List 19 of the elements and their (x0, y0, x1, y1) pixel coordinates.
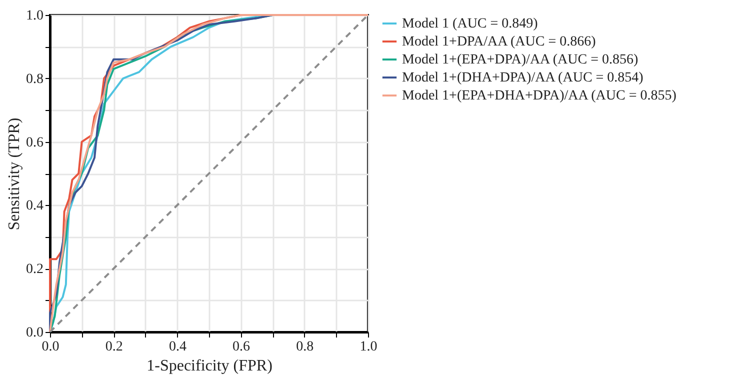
legend-label: Model 1+(EPA+DPA)/AA (AUC = 0.856) (402, 52, 639, 68)
x-tick-label: 0.2 (105, 340, 123, 354)
legend-label: Model 1+(EPA+DHA+DPA)/AA (AUC = 0.855) (402, 88, 677, 104)
legend-label: Model 1 (AUC = 0.849) (402, 16, 538, 32)
x-tick-label: 0.4 (168, 340, 186, 354)
y-tick-label: 0.8 (26, 72, 44, 87)
y-tick-label: 0.6 (26, 135, 44, 150)
y-tick-label: 0.4 (26, 198, 44, 214)
y-axis-title: Sensitivity (TPR) (6, 118, 23, 230)
x-axis-title: 1-Specificity (FPR) (146, 358, 272, 374)
legend-label: Model 1+DPA/AA (AUC = 0.866) (402, 34, 596, 50)
x-tick-label: 0.6 (232, 340, 250, 354)
y-tick-label: 0.0 (26, 326, 44, 340)
x-tick-label: 0.8 (296, 340, 314, 354)
x-tick-label: 1.0 (360, 340, 378, 354)
y-tick-label: 0.2 (26, 262, 44, 278)
y-tick-label: 1.0 (26, 8, 44, 24)
legend-label: Model 1+(DHA+DPA)/AA (AUC = 0.854) (402, 70, 644, 86)
x-tick-label: 0.0 (42, 340, 60, 354)
